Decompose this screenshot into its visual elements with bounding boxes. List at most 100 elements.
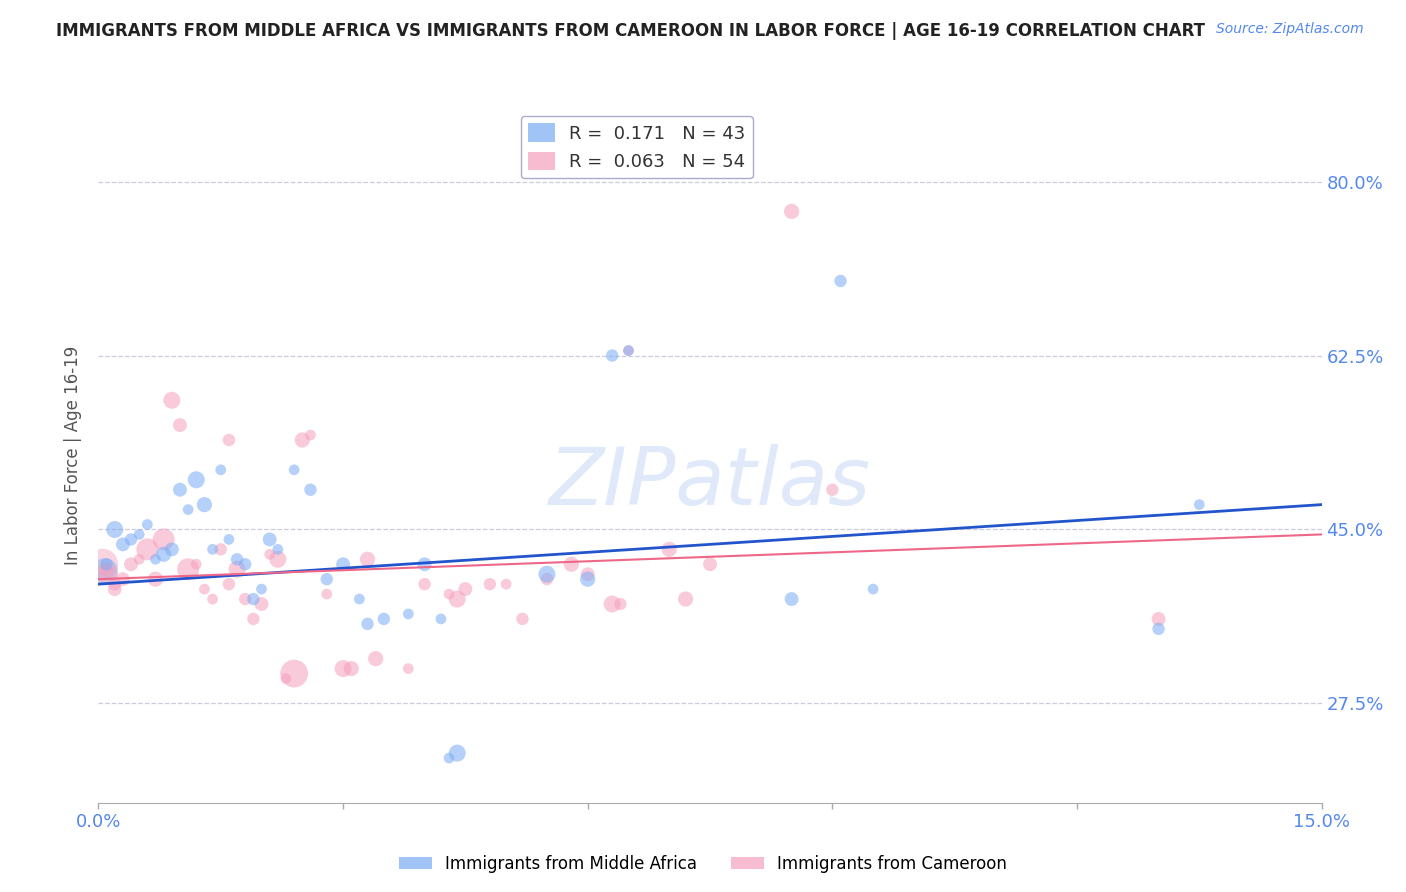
Point (780, 592, 803, 607)
Point (274, 672, 297, 686)
Point (576, 572, 599, 586)
Point (177, 502, 200, 516)
Point (152, 533, 174, 547)
Point (96, 562, 118, 576)
Point (104, 523, 127, 537)
Point (218, 577, 240, 591)
Point (373, 612, 395, 626)
Point (478, 577, 501, 591)
Point (364, 651, 387, 665)
Point (193, 582, 215, 596)
Point (617, 343, 640, 358)
Point (780, 204, 803, 219)
Legend: Immigrants from Middle Africa, Immigrants from Cameroon: Immigrants from Middle Africa, Immigrant… (392, 848, 1014, 880)
Point (267, 542, 290, 557)
Point (96, 567, 118, 582)
Point (340, 662, 363, 676)
Point (1147, 622, 1170, 636)
Point (617, 343, 640, 358)
Text: Source: ZipAtlas.com: Source: ZipAtlas.com (1216, 22, 1364, 37)
Point (699, 558, 721, 572)
Point (128, 552, 150, 566)
Point (152, 547, 174, 561)
Point (209, 463, 232, 477)
Point (315, 572, 337, 586)
Point (1147, 612, 1170, 626)
Point (862, 582, 884, 596)
Point (356, 616, 378, 631)
Point (299, 483, 322, 497)
Point (430, 612, 453, 626)
Text: IMMIGRANTS FROM MIDDLE AFRICA VS IMMIGRANTS FROM CAMEROON IN LABOR FORCE | AGE 1: IMMIGRANTS FROM MIDDLE AFRICA VS IMMIGRA… (56, 22, 1205, 40)
Point (291, 433, 314, 447)
Point (104, 577, 127, 591)
Point (145, 552, 167, 566)
Point (437, 751, 460, 765)
Point (396, 662, 419, 676)
Point (226, 562, 249, 576)
Point (560, 558, 582, 572)
Point (201, 542, 224, 557)
Point (218, 533, 240, 547)
Point (609, 597, 631, 611)
Point (177, 562, 200, 576)
Point (536, 567, 558, 582)
Point (169, 483, 191, 497)
Point (315, 587, 337, 601)
Point (259, 533, 281, 547)
Point (242, 592, 264, 607)
Point (600, 597, 623, 611)
Point (437, 587, 460, 601)
Point (299, 428, 322, 442)
Point (201, 592, 224, 607)
Point (160, 393, 183, 408)
Point (136, 542, 159, 557)
Point (512, 612, 534, 626)
Point (413, 577, 436, 591)
Point (186, 558, 208, 572)
Point (186, 473, 208, 487)
Point (267, 552, 290, 566)
Point (576, 567, 599, 582)
Point (250, 582, 273, 596)
Point (821, 483, 844, 497)
Point (830, 274, 852, 288)
Point (600, 349, 623, 363)
Point (675, 592, 697, 607)
Point (111, 572, 134, 586)
Point (242, 612, 264, 626)
Point (349, 592, 371, 607)
Point (446, 592, 468, 607)
Point (145, 572, 167, 586)
Point (283, 666, 305, 681)
Point (120, 558, 142, 572)
Point (356, 552, 378, 566)
Point (160, 542, 183, 557)
Point (233, 592, 256, 607)
Point (94, 564, 117, 578)
Point (209, 542, 232, 557)
Point (454, 582, 477, 596)
Point (413, 558, 436, 572)
Point (446, 746, 468, 760)
Point (128, 527, 150, 541)
Point (91, 558, 114, 572)
Point (233, 558, 256, 572)
Point (250, 597, 273, 611)
Point (193, 498, 215, 512)
Point (111, 537, 134, 551)
Point (396, 607, 419, 621)
Point (226, 552, 249, 566)
Point (332, 662, 354, 676)
Point (136, 517, 159, 532)
Point (169, 418, 191, 433)
Legend: R =  0.171   N = 43, R =  0.063   N = 54: R = 0.171 N = 43, R = 0.063 N = 54 (520, 116, 752, 178)
Point (120, 533, 142, 547)
Y-axis label: In Labor Force | Age 16-19: In Labor Force | Age 16-19 (65, 345, 83, 565)
Text: ZIPatlas: ZIPatlas (548, 443, 872, 522)
Point (332, 558, 354, 572)
Point (1188, 498, 1211, 512)
Point (536, 572, 558, 586)
Point (495, 577, 517, 591)
Point (96, 558, 118, 572)
